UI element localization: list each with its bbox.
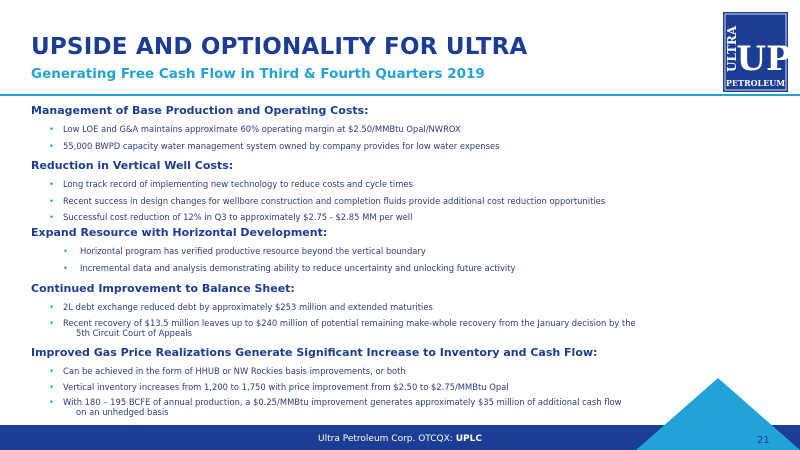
bullet-item: • 2L debt exchange reduced debt by approx… bbox=[49, 302, 433, 312]
bullet-dot-icon: • bbox=[49, 318, 54, 328]
bullet-continuation: on an unhedged basis bbox=[76, 407, 169, 417]
bullet-item: • 55,000 BWPD capacity water management s… bbox=[49, 141, 500, 151]
section-heading-gas-price-realizations: Improved Gas Price Realizations Generate… bbox=[31, 346, 598, 359]
logo-bottom-text: PETROLEUM bbox=[726, 78, 785, 88]
section-heading-balance-sheet: Continued Improvement to Balance Sheet: bbox=[31, 282, 295, 295]
bullet-item: • Long track record of implementing new t… bbox=[49, 179, 413, 189]
logo-vertical-text: ULTRA bbox=[725, 25, 739, 72]
bullet-dot-icon: • bbox=[49, 382, 54, 392]
bullet-item: • Incremental data and analysis demonstra… bbox=[63, 263, 516, 273]
page-subtitle: Generating Free Cash Flow in Third & Fou… bbox=[31, 66, 485, 82]
logo-big-text: UP bbox=[736, 39, 788, 79]
bullet-item: • Successful cost reduction of 12% in Q3 … bbox=[49, 212, 413, 222]
bullet-dot-icon: • bbox=[49, 179, 54, 189]
bullet-dot-icon: • bbox=[63, 246, 68, 256]
bullet-continuation: 5th Circuit Court of Appeals bbox=[76, 328, 192, 338]
bullet-dot-icon: • bbox=[49, 124, 54, 134]
bullet-item: • Low LOE and G&A maintains approximate 6… bbox=[49, 124, 461, 134]
section-heading-horizontal-development: Expand Resource with Horizontal Developm… bbox=[31, 226, 328, 239]
bullet-item: • Recent success in design changes for we… bbox=[49, 196, 606, 206]
logo-background bbox=[723, 12, 788, 92]
bullet-dot-icon: • bbox=[63, 263, 68, 273]
bullet-dot-icon: • bbox=[49, 141, 54, 151]
bullet-dot-icon: • bbox=[49, 212, 54, 222]
bullet-item: • Can be achieved in the form of HHUB or … bbox=[49, 366, 406, 376]
bullet-dot-icon: • bbox=[49, 302, 54, 312]
ultra-petroleum-logo: ULTRA UP PETROLEUM bbox=[723, 12, 788, 92]
footer-company-text: Ultra Petroleum Corp. OTCQX: UPLC bbox=[318, 434, 482, 444]
page-number: 21 bbox=[757, 435, 770, 446]
bullet-item: • With 180 – 195 BCFE of annual productio… bbox=[49, 397, 622, 407]
footer-ticker: UPLC bbox=[455, 434, 482, 444]
section-heading-base-production: Management of Base Production and Operat… bbox=[31, 104, 369, 117]
page-title: UPSIDE AND OPTIONALITY FOR ULTRA bbox=[31, 34, 528, 60]
bullet-item: • Vertical inventory increases from 1,200… bbox=[49, 382, 509, 392]
bullet-item: • Recent recovery of $13.5 million leaves… bbox=[49, 318, 636, 328]
bullet-dot-icon: • bbox=[49, 196, 54, 206]
bullet-dot-icon: • bbox=[49, 366, 54, 376]
bullet-item: • Horizontal program has verified product… bbox=[63, 246, 426, 256]
bullet-dot-icon: • bbox=[49, 397, 54, 407]
section-heading-vertical-well-costs: Reduction in Vertical Well Costs: bbox=[31, 159, 234, 172]
title-divider bbox=[0, 94, 800, 96]
